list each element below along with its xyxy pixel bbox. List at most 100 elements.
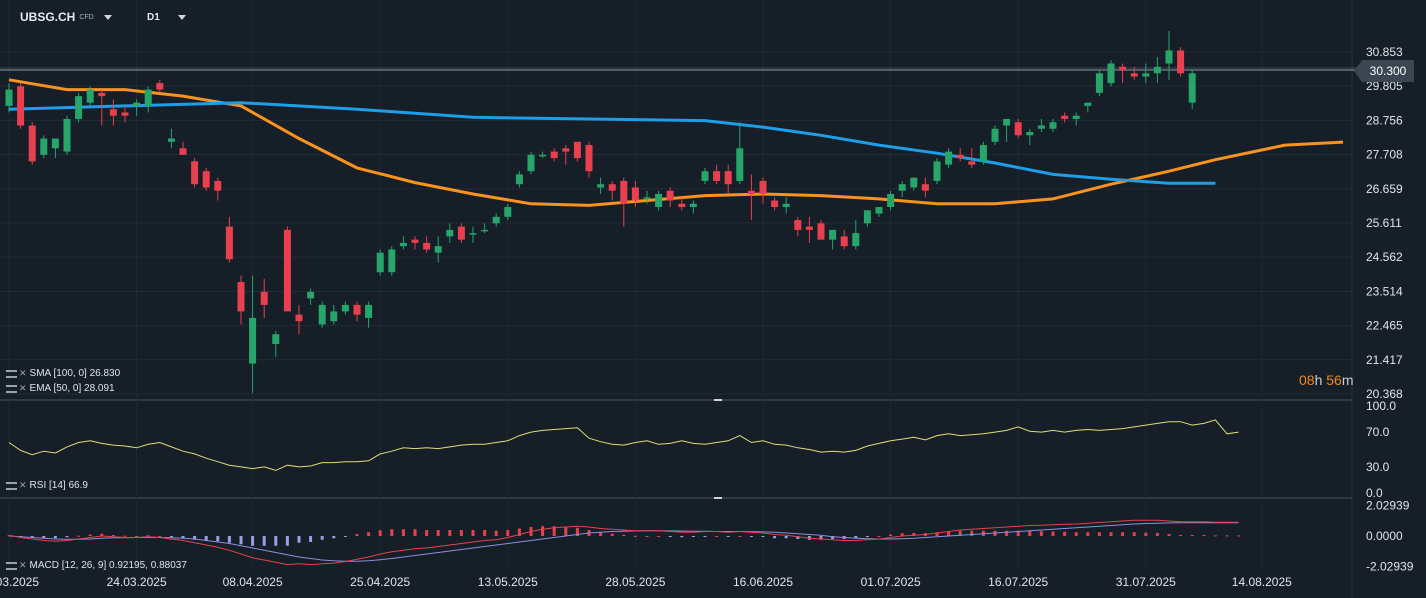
candle-up	[1142, 73, 1150, 77]
price-tick-label: 22.465	[1366, 319, 1403, 333]
candle-down	[759, 180, 767, 194]
candle-up	[399, 242, 407, 247]
macd-histogram-bar	[575, 527, 579, 536]
macd-histogram-bar	[111, 534, 115, 536]
macd-histogram-bar	[343, 536, 347, 537]
candle-timer: 08h 56m	[1299, 372, 1354, 388]
candle-up	[1037, 125, 1045, 129]
candle-down	[353, 304, 361, 315]
date-tick-label: 31.07.2025	[1116, 575, 1176, 589]
candle-down	[1177, 50, 1185, 74]
price-tick-label: 29.805	[1366, 79, 1403, 93]
rsi-tick-label: 30.0	[1366, 460, 1390, 474]
candle-down	[283, 229, 291, 312]
close-icon[interactable]: ✕	[19, 480, 27, 490]
macd-histogram-bar	[100, 533, 104, 536]
macd-histogram-bar	[262, 536, 266, 546]
candle-down	[411, 239, 419, 243]
candle-up	[307, 291, 315, 299]
macd-histogram-bar	[378, 530, 382, 536]
macd-histogram-bar	[1109, 532, 1113, 536]
ema-legend[interactable]: ✕ EMA [50, 0] 28.091	[6, 383, 115, 394]
candle-up	[1188, 73, 1196, 103]
candle-up	[133, 102, 141, 106]
date-tick-label: 16.06.2025	[733, 575, 793, 589]
candle-down	[678, 203, 686, 208]
macd-histogram-bar	[633, 535, 637, 537]
macd-legend[interactable]: ✕ MACD [12, 26, 9] 0.92195, 0.88037	[6, 560, 187, 571]
candle-down	[921, 184, 929, 191]
candle-down	[121, 112, 129, 116]
candle-up	[515, 174, 523, 185]
macd-histogram-bar	[680, 536, 684, 538]
candle-down	[1061, 115, 1069, 119]
settings-icon[interactable]	[6, 481, 17, 490]
candle-up	[86, 89, 94, 103]
date-tick-label: 07.03.2025	[0, 575, 39, 589]
date-axis[interactable]: 07.03.2025 24.03.2025 08.04.2025 25.04.2025…	[0, 575, 1292, 589]
macd-histogram-bar	[332, 536, 336, 539]
date-tick-label: 25.04.2025	[350, 575, 410, 589]
macd-histogram-bar	[889, 534, 893, 536]
macd-histogram-bar	[436, 529, 440, 536]
candle-up	[318, 304, 326, 325]
date-tick-label: 13.05.2025	[478, 575, 538, 589]
macd-histogram-bar	[564, 526, 568, 536]
candle-up	[991, 128, 999, 142]
macd-histogram-bar	[158, 536, 162, 537]
rsi-tick-label: 70.0	[1366, 425, 1390, 439]
timeframe-selector[interactable]: D1	[147, 12, 186, 23]
symbol-selector[interactable]: UBSG.CH CFD	[20, 10, 112, 24]
date-tick-label: 28.05.2025	[605, 575, 665, 589]
candle-down	[608, 184, 616, 191]
close-icon[interactable]: ✕	[19, 368, 27, 378]
candle-up	[1165, 50, 1173, 64]
candle-up	[167, 138, 175, 142]
macd-histogram-bar	[146, 535, 150, 537]
candle-up	[910, 177, 918, 188]
timeframe-label: D1	[147, 12, 160, 23]
price-axis[interactable]: 30.853 29.805 28.756 27.708 26.659 25.611 24.5…	[1366, 45, 1414, 574]
candle-down	[214, 180, 222, 191]
candle-down	[98, 92, 106, 97]
date-tick-label: 14.08.2025	[1232, 575, 1292, 589]
candle-up	[655, 193, 663, 208]
macd-histogram-bar	[181, 536, 185, 539]
candle-down	[968, 161, 976, 165]
candle-down	[724, 171, 732, 185]
candle-down	[620, 180, 628, 204]
macd-histogram-bar	[796, 536, 800, 540]
close-icon[interactable]: ✕	[19, 560, 27, 570]
sma-legend[interactable]: ✕ SMA [100, 0] 26.830	[6, 368, 120, 379]
price-tick-label: 28.756	[1366, 113, 1403, 127]
macd-histogram-bar	[958, 530, 962, 536]
candle-down	[1130, 73, 1138, 77]
candle-down	[1014, 122, 1022, 136]
candle-up	[527, 154, 535, 172]
pane-resize-handle	[714, 399, 722, 401]
macd-histogram-bar	[1167, 534, 1171, 536]
price-tick-label: 23.514	[1366, 284, 1403, 298]
rsi-legend[interactable]: ✕ RSI [14] 66.9	[6, 480, 88, 491]
candle-down	[457, 226, 465, 240]
macd-histogram-bar	[88, 534, 92, 536]
candle-up	[863, 210, 871, 224]
close-icon[interactable]: ✕	[19, 383, 27, 393]
candle-up	[1049, 122, 1057, 129]
candle-up	[887, 193, 895, 208]
macd-histogram-bar	[552, 526, 556, 536]
candle-up	[249, 317, 257, 364]
macd-histogram-bar	[355, 534, 359, 536]
settings-icon[interactable]	[6, 561, 17, 570]
macd-histogram-bar	[274, 536, 278, 546]
macd-signal-line	[8, 522, 1239, 562]
candle-up	[365, 304, 373, 318]
settings-icon[interactable]	[6, 369, 17, 378]
macd-histogram-bar	[947, 531, 951, 536]
rsi-pane	[8, 419, 1239, 471]
candle-up	[1107, 63, 1115, 84]
candle-up	[492, 216, 500, 224]
settings-icon[interactable]	[6, 384, 17, 393]
candle-up	[376, 252, 384, 273]
